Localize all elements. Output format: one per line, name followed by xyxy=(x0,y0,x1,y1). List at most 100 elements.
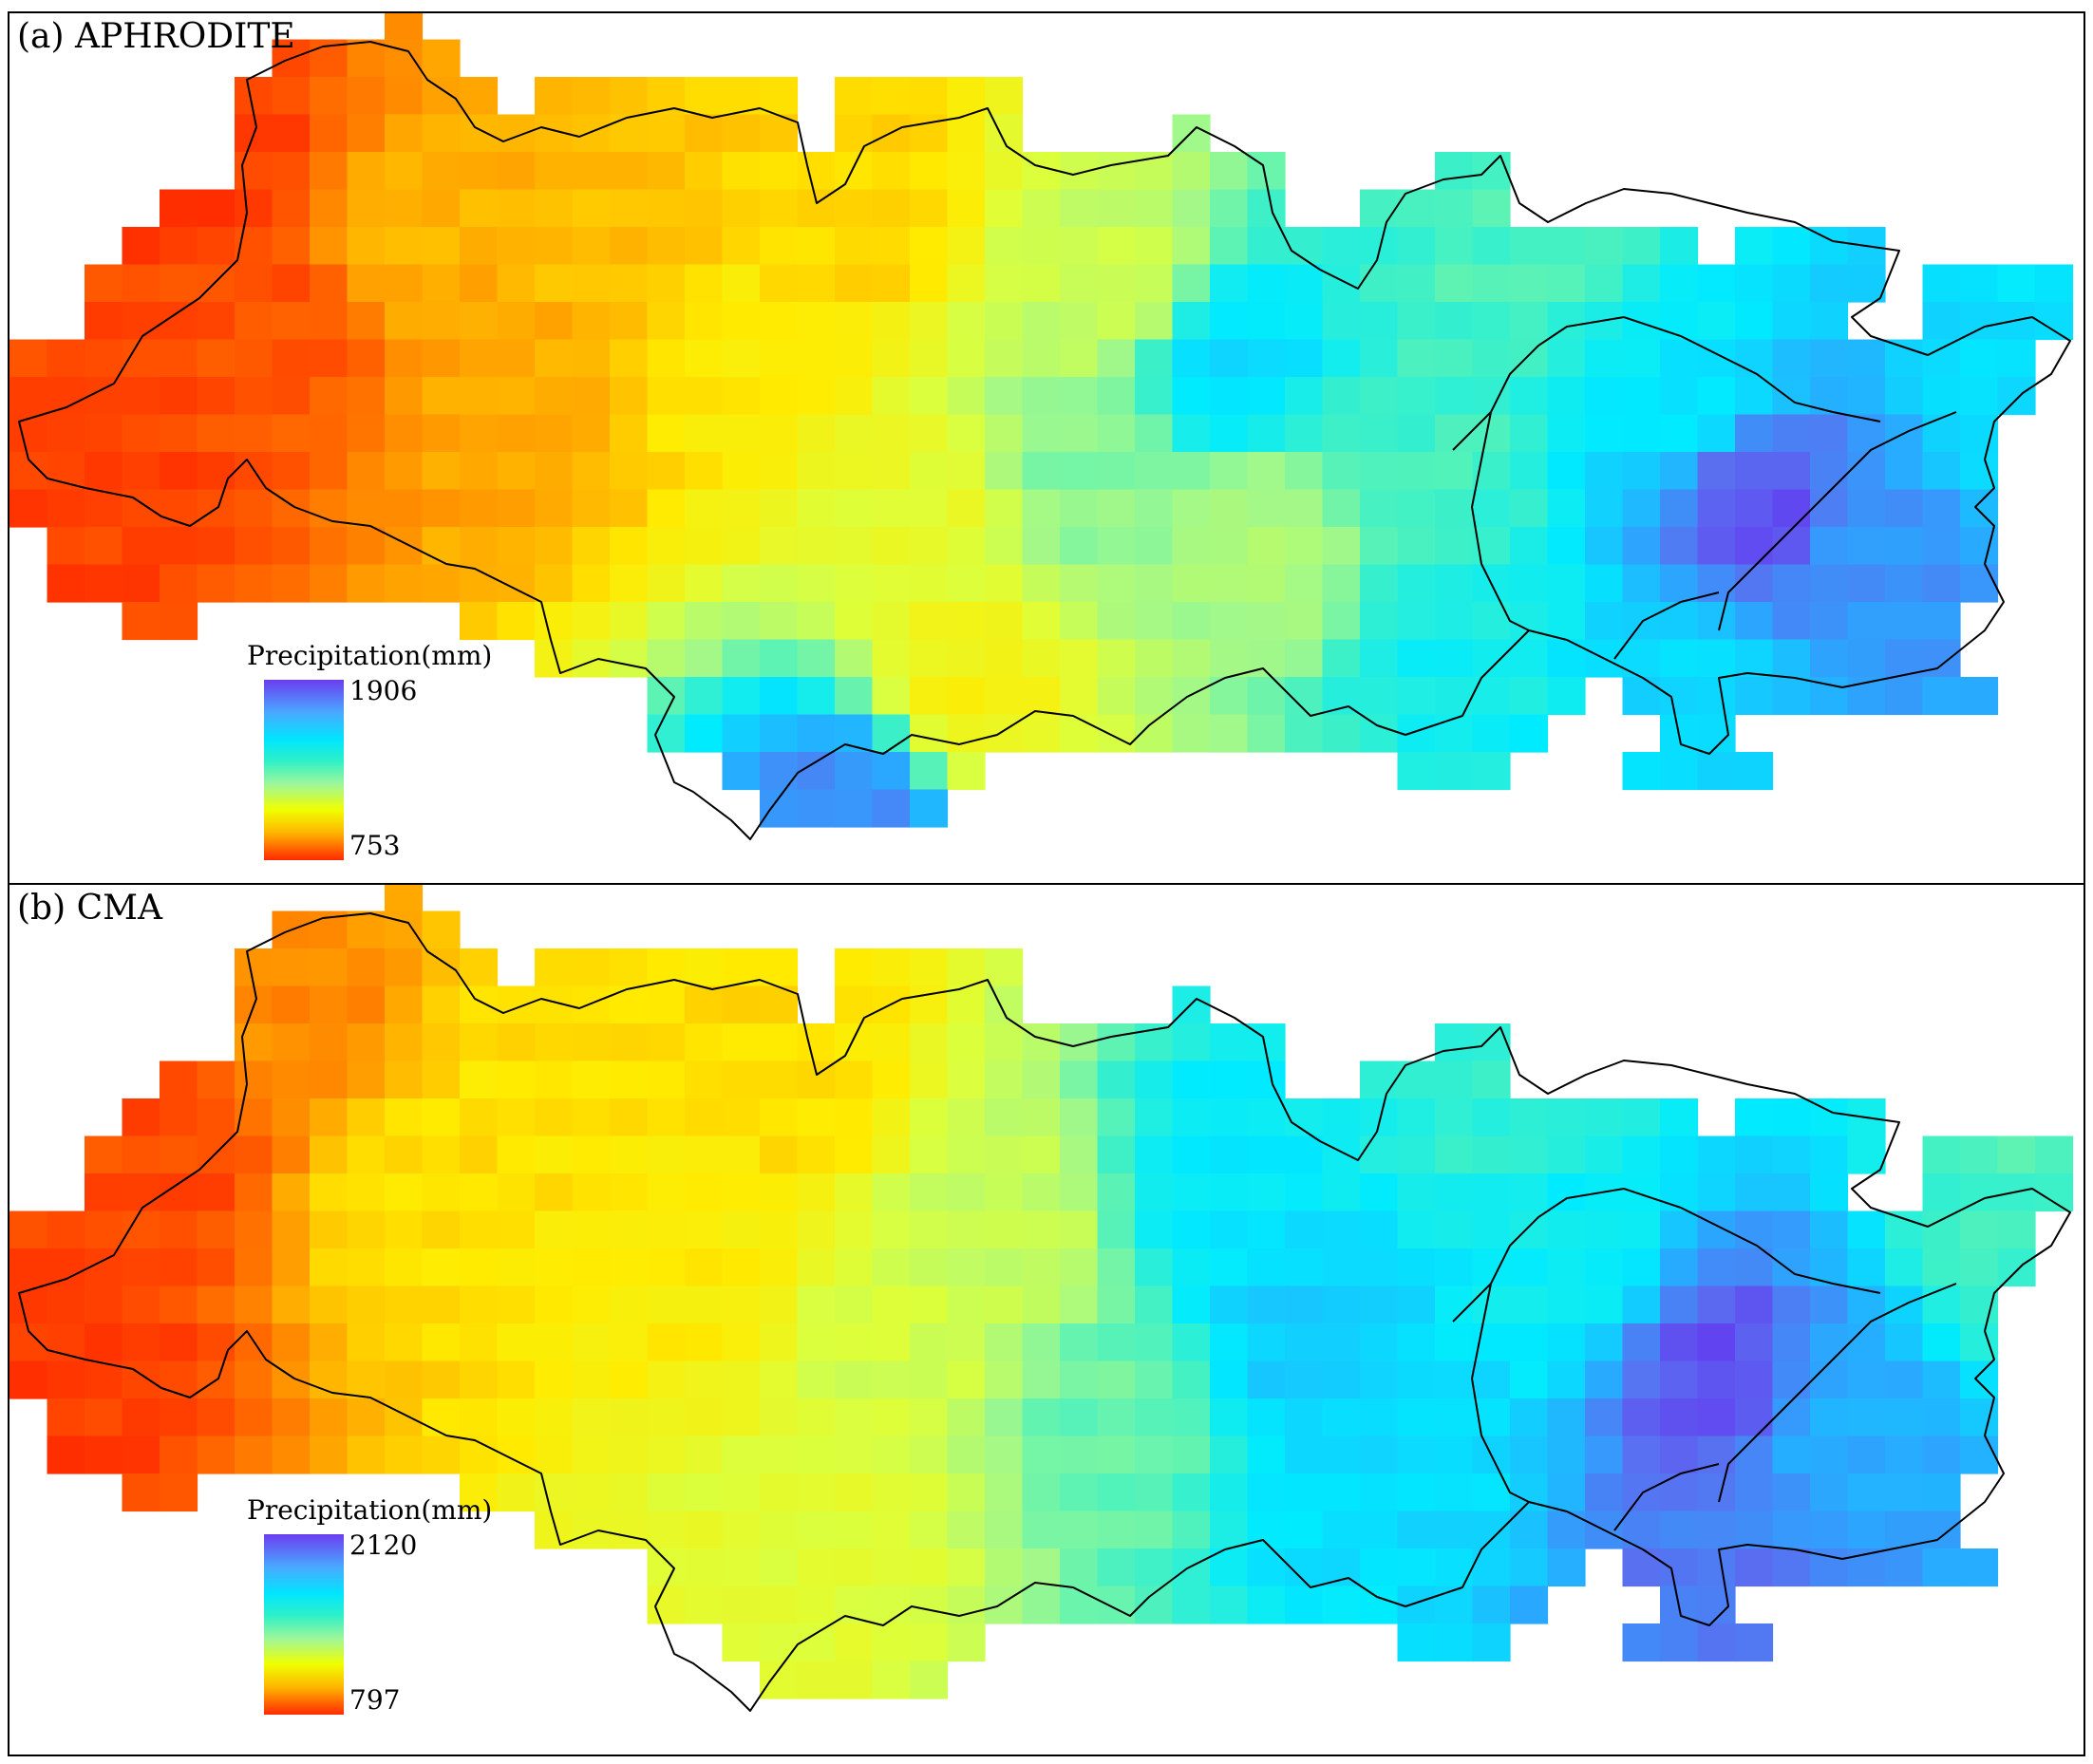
grid-cell xyxy=(1735,302,1774,341)
grid-cell xyxy=(872,948,911,987)
grid-cell xyxy=(1397,752,1436,791)
grid-cell xyxy=(1810,1210,1849,1249)
grid-cell xyxy=(310,189,349,228)
grid-cell xyxy=(1622,489,1661,528)
grid-cell xyxy=(1172,377,1211,416)
grid-cell xyxy=(1585,264,1624,303)
grid-cell xyxy=(872,527,911,566)
grid-cell xyxy=(1247,1398,1286,1437)
grid-cell xyxy=(722,227,761,266)
grid-cell xyxy=(872,77,911,116)
grid-cell xyxy=(385,114,424,153)
grid-cell xyxy=(272,1436,311,1474)
grid-cell xyxy=(1885,564,1924,603)
grid-cell xyxy=(1660,1473,1699,1512)
grid-cell xyxy=(872,714,911,753)
grid-cell xyxy=(1022,452,1061,491)
grid-cell xyxy=(1585,414,1624,453)
grid-cell xyxy=(910,1511,949,1549)
grid-cell xyxy=(385,302,424,341)
grid-cell xyxy=(422,1285,461,1324)
grid-cell xyxy=(347,414,386,453)
grid-cell xyxy=(610,527,649,566)
grid-cell xyxy=(685,77,724,116)
grid-cell xyxy=(647,602,686,641)
grid-cell xyxy=(1210,527,1249,566)
grid-cell xyxy=(122,414,160,453)
grid-cell xyxy=(1285,1285,1324,1324)
grid-cell xyxy=(1922,1361,1961,1399)
grid-cell xyxy=(1810,1323,1849,1362)
grid-cell xyxy=(385,264,424,303)
grid-cell xyxy=(835,602,874,641)
grid-cell xyxy=(572,189,611,228)
grid-cell xyxy=(985,948,1024,987)
grid-cell xyxy=(1697,452,1736,491)
grid-cell xyxy=(460,152,499,191)
grid-cell xyxy=(797,1023,836,1062)
grid-cell xyxy=(85,489,123,528)
grid-cell xyxy=(385,1098,424,1137)
grid-cell xyxy=(47,414,85,453)
grid-cell xyxy=(460,452,499,491)
grid-cell xyxy=(760,1210,799,1249)
grid-cell xyxy=(1660,414,1699,453)
grid-cell xyxy=(422,227,461,266)
grid-cell xyxy=(1885,1210,1924,1249)
grid-cell xyxy=(1172,1023,1211,1062)
grid-cell xyxy=(1697,1248,1736,1287)
grid-cell xyxy=(1360,339,1399,378)
grid-cell xyxy=(1435,189,1474,228)
grid-cell xyxy=(160,1210,198,1249)
grid-cell xyxy=(835,1511,874,1549)
grid-cell xyxy=(797,1398,836,1437)
grid-cell xyxy=(1547,527,1586,566)
grid-cell xyxy=(685,1473,724,1512)
grid-cell xyxy=(1435,564,1474,603)
grid-cell xyxy=(910,714,949,753)
grid-cell xyxy=(422,910,461,949)
grid-cell xyxy=(460,1023,499,1062)
grid-cell xyxy=(1097,152,1136,191)
grid-cell xyxy=(1172,264,1211,303)
grid-cell xyxy=(1772,1210,1811,1249)
grid-cell xyxy=(385,1135,424,1174)
grid-cell xyxy=(647,339,686,378)
grid-cell xyxy=(835,1661,874,1699)
grid-cell xyxy=(1660,1210,1699,1249)
grid-cell xyxy=(272,189,311,228)
grid-cell xyxy=(347,1323,386,1362)
grid-cell xyxy=(1210,339,1249,378)
grid-cell xyxy=(722,1323,761,1362)
grid-cell xyxy=(1847,1285,1886,1324)
grid-cell xyxy=(1022,1098,1061,1137)
grid-cell xyxy=(1172,1436,1211,1474)
grid-cell xyxy=(1247,677,1286,716)
grid-cell xyxy=(347,77,386,116)
grid-cell xyxy=(1322,1586,1361,1624)
grid-cell xyxy=(460,77,499,116)
grid-cell xyxy=(947,1623,986,1662)
grid-cell xyxy=(835,1173,874,1212)
grid-cell xyxy=(1847,1361,1886,1399)
grid-cell xyxy=(835,1548,874,1587)
grid-cell xyxy=(1060,1023,1099,1062)
grid-cell xyxy=(572,1135,611,1174)
grid-cell xyxy=(1397,1398,1436,1437)
grid-cell xyxy=(1622,1285,1661,1324)
grid-cell xyxy=(1397,1248,1436,1287)
grid-cell xyxy=(1360,714,1399,753)
grid-cell xyxy=(647,1436,686,1474)
grid-cell xyxy=(460,339,499,378)
grid-cell xyxy=(572,377,611,416)
grid-cell xyxy=(1360,377,1399,416)
grid-cell xyxy=(610,489,649,528)
grid-cell xyxy=(610,639,649,678)
grid-cell xyxy=(460,985,499,1024)
grid-cell xyxy=(1510,1323,1549,1362)
grid-cell xyxy=(1960,1135,1999,1174)
grid-cell xyxy=(1772,1173,1811,1212)
grid-cell xyxy=(1397,189,1436,228)
grid-cell xyxy=(1172,1210,1211,1249)
grid-cell xyxy=(85,339,123,378)
